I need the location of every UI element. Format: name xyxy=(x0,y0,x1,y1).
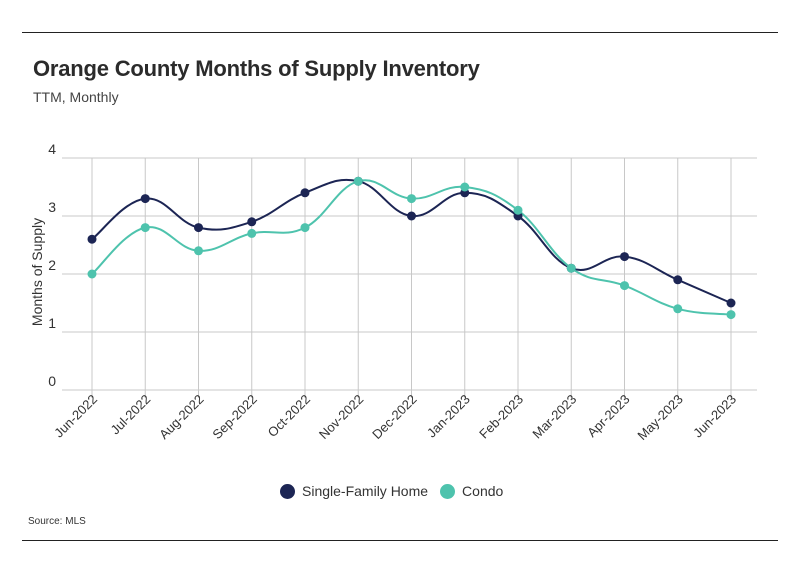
y-tick-label: 4 xyxy=(48,141,56,157)
point-single-family xyxy=(194,223,203,233)
point-single-family xyxy=(87,234,97,244)
y-tick-label: 1 xyxy=(48,315,56,331)
legend: Single-Family Home Condo xyxy=(280,483,515,499)
point-single-family xyxy=(300,188,310,198)
point-condo xyxy=(726,310,736,320)
point-condo xyxy=(247,228,257,238)
y-axis-label: Months of Supply xyxy=(29,218,45,326)
series-points xyxy=(87,176,736,320)
x-tick-label: Mar-2023 xyxy=(529,392,579,442)
point-condo xyxy=(460,182,470,192)
chart-title: Orange County Months of Supply Inventory xyxy=(33,56,480,81)
point-single-family xyxy=(247,217,257,227)
legend-label-single-family: Single-Family Home xyxy=(302,483,429,499)
point-single-family xyxy=(673,275,683,285)
top-rule xyxy=(22,32,778,33)
legend-swatch-condo xyxy=(440,483,456,499)
point-condo xyxy=(620,281,629,291)
point-single-family xyxy=(140,194,150,204)
point-condo xyxy=(407,194,416,204)
legend-item-single-family: Single-Family Home xyxy=(280,483,428,499)
x-tick-label: Apr-2023 xyxy=(584,392,632,440)
point-condo xyxy=(87,269,97,279)
x-tick-label: Oct-2022 xyxy=(265,392,313,440)
x-tick-label: Jul-2022 xyxy=(107,392,153,438)
point-condo xyxy=(194,246,203,256)
legend-swatch-single-family xyxy=(280,483,295,499)
x-tick-label: Jan-2023 xyxy=(424,392,473,441)
x-tick-label: May-2023 xyxy=(634,392,685,443)
x-tick-label: Aug-2022 xyxy=(156,392,206,442)
x-tick-label: Dec-2022 xyxy=(369,392,419,442)
y-tick-label: 2 xyxy=(48,257,56,273)
x-tick-label: Jun-2022 xyxy=(51,392,100,441)
bottom-rule xyxy=(22,540,778,541)
point-condo xyxy=(300,223,310,233)
point-single-family xyxy=(620,252,629,262)
source-note: Source: MLS xyxy=(28,516,86,527)
grid-lines xyxy=(62,157,757,398)
chart-subtitle: TTM, Monthly xyxy=(33,89,119,105)
y-tick-labels: 0 1 2 3 4 xyxy=(48,141,56,389)
x-tick-label: Feb-2023 xyxy=(476,392,526,442)
legend-item-condo: Condo xyxy=(440,483,503,499)
x-tick-label: Sep-2022 xyxy=(209,392,259,442)
x-tick-labels: Jun-2022 Jul-2022 Aug-2022 Sep-2022 Oct-2022… xyxy=(51,392,739,443)
x-tick-label: Jun-2023 xyxy=(690,392,739,441)
point-condo xyxy=(513,205,523,215)
y-tick-label: 0 xyxy=(48,373,56,389)
point-single-family xyxy=(726,298,736,308)
point-single-family xyxy=(407,211,416,221)
point-condo xyxy=(353,176,363,186)
x-tick-label: Nov-2022 xyxy=(316,392,366,442)
point-condo xyxy=(140,223,150,233)
point-condo xyxy=(673,304,683,314)
legend-label-condo: Condo xyxy=(462,483,504,499)
y-tick-label: 3 xyxy=(48,199,56,215)
point-condo xyxy=(566,263,576,273)
